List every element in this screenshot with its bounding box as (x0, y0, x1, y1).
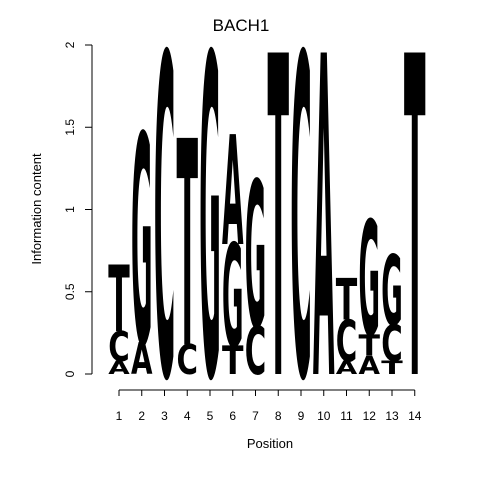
logo-column-8: T (268, 0, 290, 478)
y-tick-label: 1.5 (63, 119, 77, 136)
logo-column-4: CT (177, 82, 199, 412)
x-tick-label: 6 (229, 409, 236, 423)
logo-letter-C: C (177, 337, 199, 384)
logo-letter-T: T (359, 330, 381, 364)
x-tick-label: 5 (207, 409, 214, 423)
y-axis: 0 0.5 1 1.5 2 (63, 41, 93, 377)
logo-letter-T: T (381, 358, 403, 379)
y-tick-label: 2 (63, 41, 77, 48)
logo-column-12: ATG (359, 188, 381, 381)
logo-letter-T: T (336, 266, 358, 333)
logo-letter-C: C (381, 314, 402, 373)
logo-letter-G: G (381, 236, 402, 348)
logo-letter-T: T (177, 82, 198, 412)
x-tick-label: 12 (363, 409, 377, 423)
x-tick-label: 8 (275, 409, 282, 423)
x-tick-label: 7 (252, 409, 259, 423)
x-tick-label: 9 (298, 409, 305, 423)
y-axis-label: Information content (29, 153, 44, 265)
chart-title: BACH1 (213, 16, 270, 35)
logo-column-3: C (154, 0, 175, 478)
x-axis: 1 2 3 4 5 6 7 8 9 10 11 12 13 14 (116, 389, 422, 423)
x-tick-label: 1 (116, 409, 123, 423)
x-tick-label: 10 (317, 409, 331, 423)
logo-letter-T: T (222, 339, 243, 384)
logo-letter-G: G (359, 188, 380, 372)
logo-letter-C: C (154, 0, 175, 478)
y-tick-label: 0.5 (63, 283, 77, 300)
logo-letter-C: C (245, 313, 266, 391)
logo-column-9: C (290, 0, 311, 478)
logo-letter-T: T (404, 0, 426, 478)
logo-letter-A: A (108, 357, 130, 379)
x-tick-label: 13 (385, 409, 399, 423)
logo-letter-C: C (336, 308, 357, 375)
logo-letter-A: A (222, 104, 244, 281)
logo-column-11: ACT (336, 266, 358, 378)
logo-letter-A: A (313, 0, 335, 478)
logo-letter-T: T (268, 0, 290, 478)
logo-letter-G: G (245, 140, 266, 374)
logo-column-1: ACT (108, 248, 130, 378)
logo-letter-T: T (108, 248, 130, 354)
logo-letter-A: A (359, 351, 381, 380)
logo-column-13: TCG (381, 236, 403, 379)
logo-letter-C: C (290, 0, 311, 478)
logo-letter-G: G (131, 77, 152, 412)
y-tick-label: 0 (63, 370, 77, 377)
logo-column-6: TGA (222, 104, 244, 384)
x-tick-label: 3 (161, 409, 168, 423)
logo-column-2: AG (131, 77, 153, 412)
logo-column-5: G (199, 0, 220, 478)
y-tick-label: 1 (63, 206, 77, 213)
logo-column-14: T (404, 0, 426, 478)
x-tick-label: 11 (340, 409, 353, 423)
x-tick-label: 4 (184, 409, 191, 423)
x-tick-label: 14 (408, 409, 422, 423)
logo-letter-G: G (199, 0, 220, 478)
x-axis-label: Position (247, 436, 293, 451)
logo-column-10: A (313, 0, 335, 478)
logo-column-7: CG (245, 140, 266, 391)
logo-letter-A: A (131, 333, 153, 384)
x-tick-label: 2 (138, 409, 145, 423)
logo-letter-C: C (108, 324, 130, 371)
logo-letter-A: A (336, 357, 358, 379)
logo-letter-G: G (222, 215, 243, 380)
